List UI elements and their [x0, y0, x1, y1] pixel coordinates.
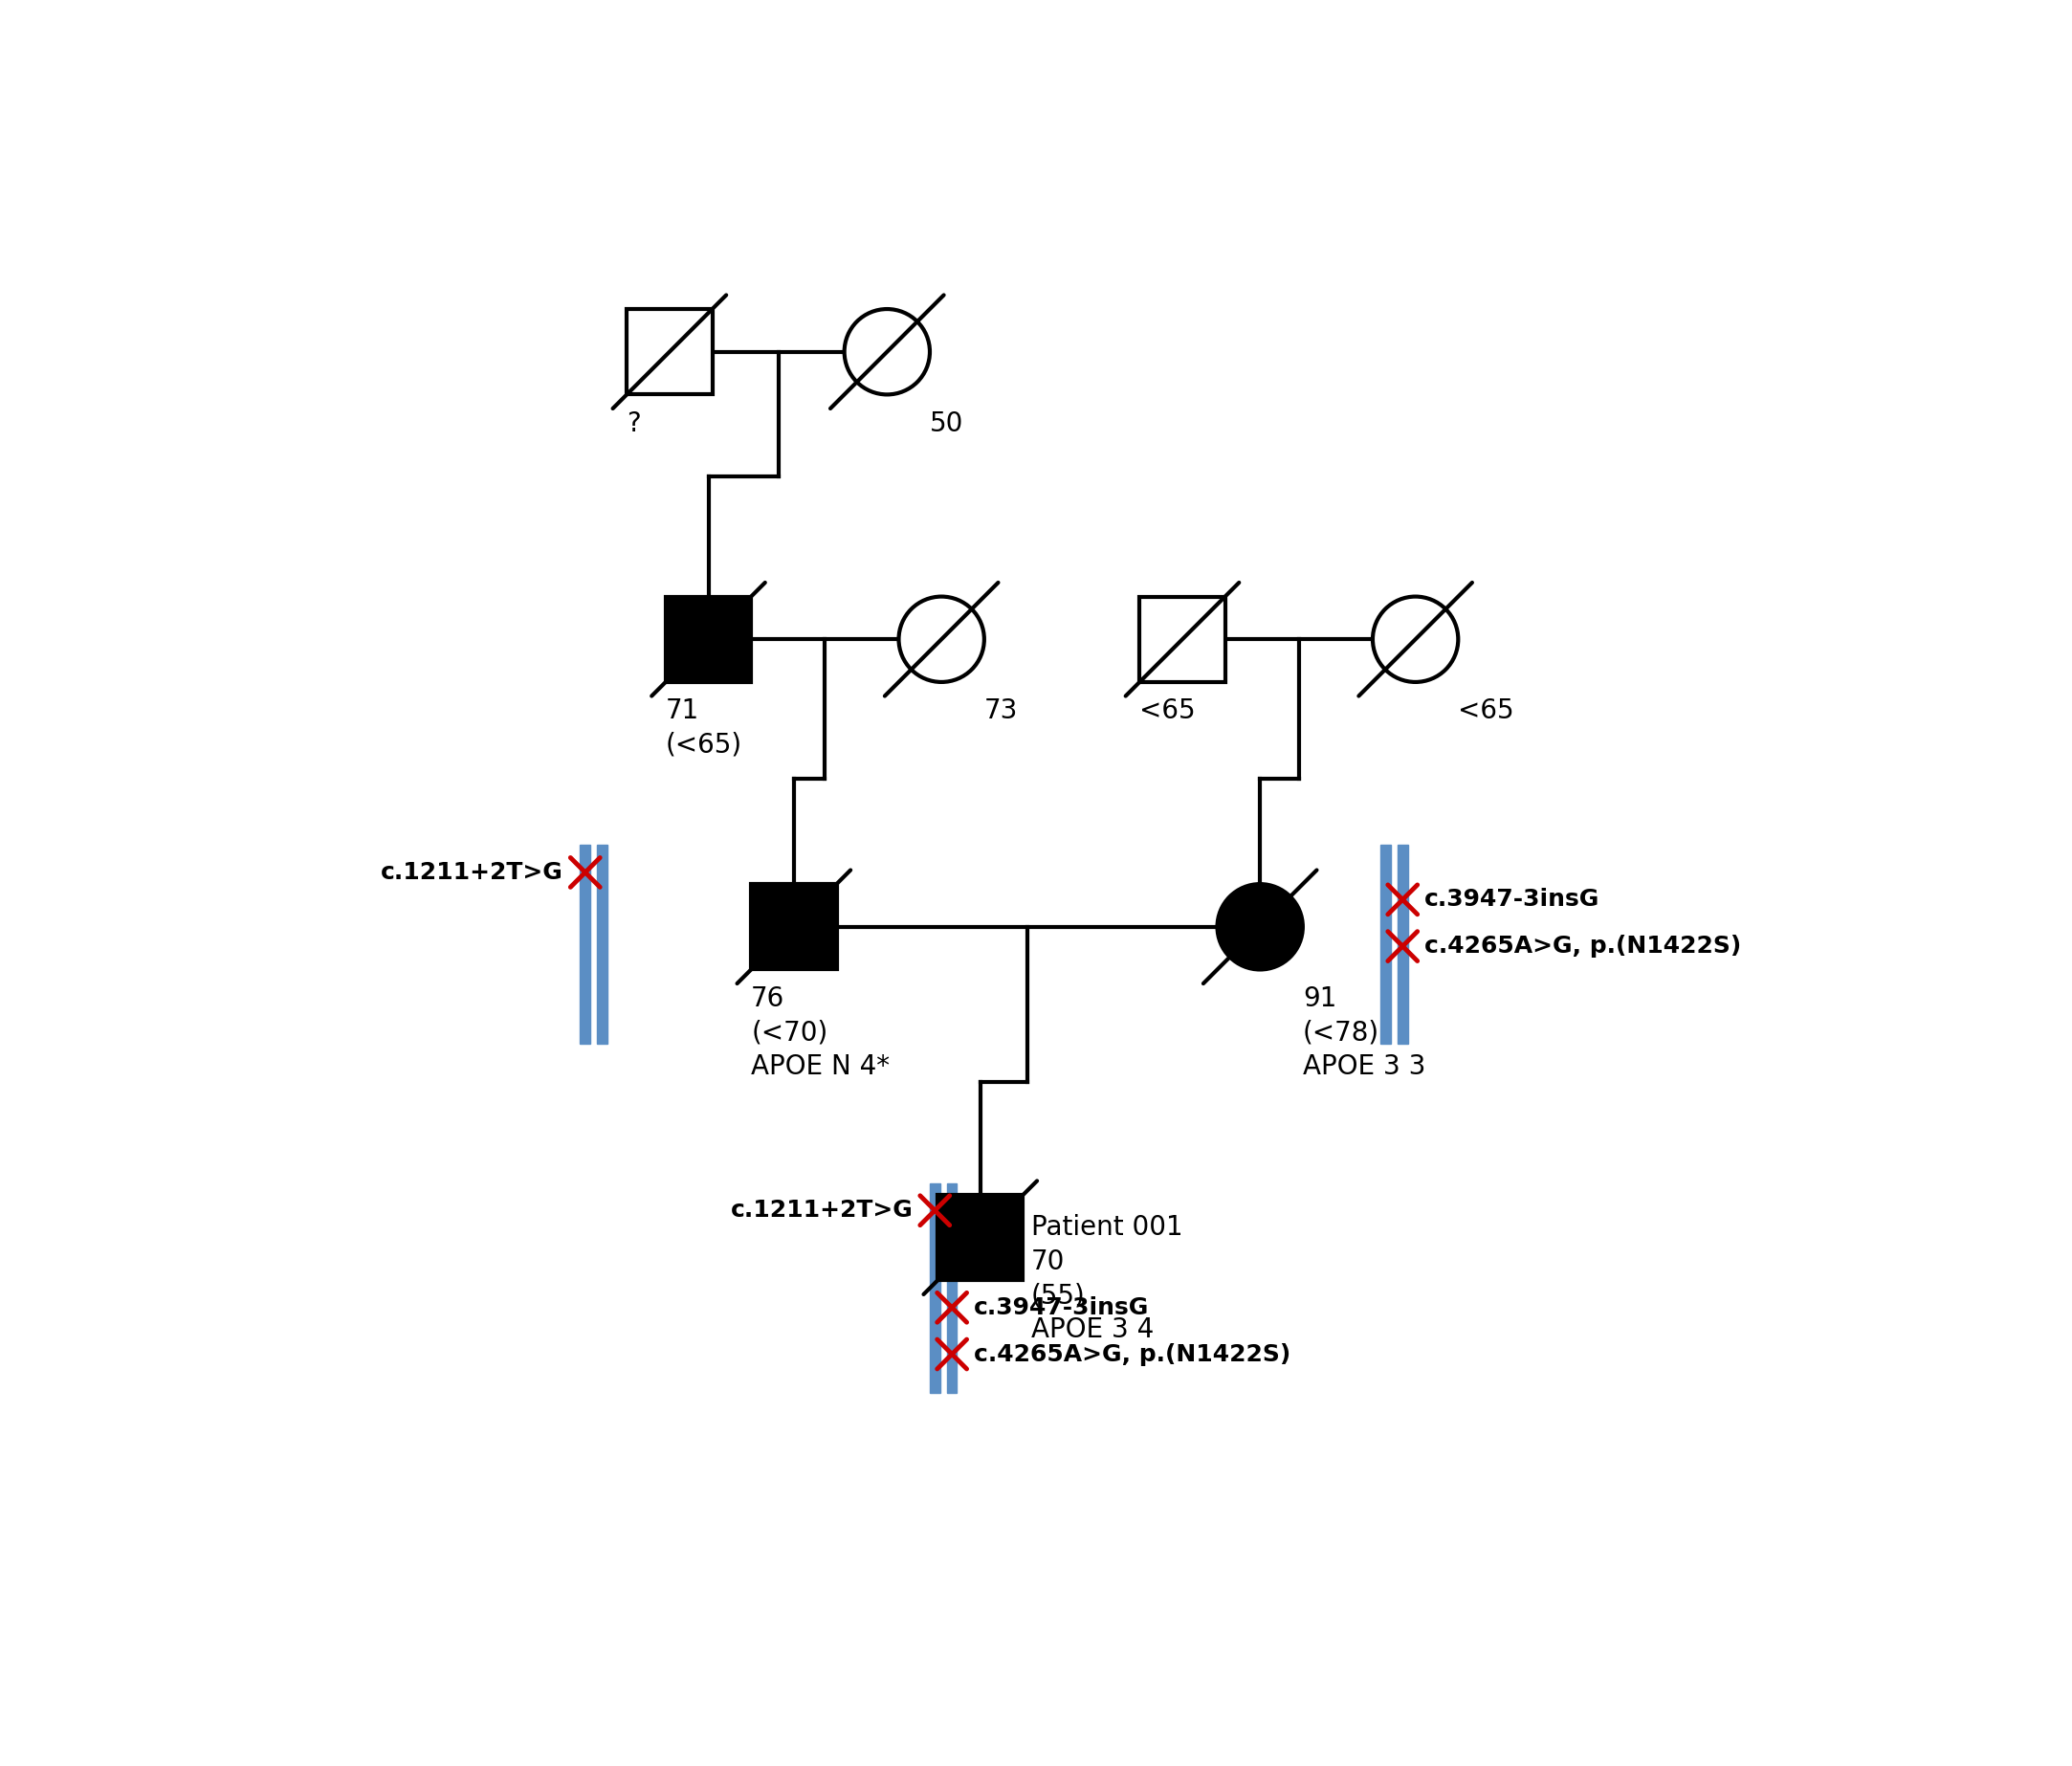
Text: ?: ? — [628, 410, 640, 436]
Bar — [628, 309, 713, 394]
Bar — [1397, 846, 1407, 1044]
Text: 71
(<65): 71 (<65) — [665, 698, 742, 759]
Bar — [580, 846, 591, 1044]
Text: <65: <65 — [1140, 698, 1196, 724]
Bar — [930, 1183, 941, 1393]
Circle shape — [899, 597, 984, 682]
Text: c.3947-3insG: c.3947-3insG — [1423, 888, 1600, 911]
Bar — [947, 1183, 957, 1393]
Bar — [1380, 846, 1390, 1044]
Text: <65: <65 — [1459, 698, 1515, 724]
Circle shape — [1372, 597, 1459, 682]
Text: 76
(<70)
APOE N 4*: 76 (<70) APOE N 4* — [752, 985, 889, 1081]
Text: 91
(<78)
APOE 3 3: 91 (<78) APOE 3 3 — [1303, 985, 1426, 1081]
Text: c.4265A>G, p.(N1422S): c.4265A>G, p.(N1422S) — [1423, 934, 1740, 957]
Text: c.4265A>G, p.(N1422S): c.4265A>G, p.(N1422S) — [974, 1342, 1291, 1365]
Text: Patient 001
70
(55)
APOE 3 4: Patient 001 70 (55) APOE 3 4 — [1032, 1215, 1183, 1344]
Text: c.1211+2T>G: c.1211+2T>G — [381, 860, 564, 885]
Text: c.3947-3insG: c.3947-3insG — [974, 1296, 1150, 1319]
Text: c.1211+2T>G: c.1211+2T>G — [731, 1199, 914, 1222]
Bar — [665, 597, 752, 682]
Bar — [1140, 597, 1225, 682]
Text: 73: 73 — [984, 698, 1017, 724]
Text: 50: 50 — [930, 410, 963, 436]
Bar — [752, 885, 837, 970]
Circle shape — [1216, 885, 1303, 970]
Bar — [939, 1196, 1024, 1280]
Bar — [597, 846, 607, 1044]
Circle shape — [845, 309, 930, 394]
